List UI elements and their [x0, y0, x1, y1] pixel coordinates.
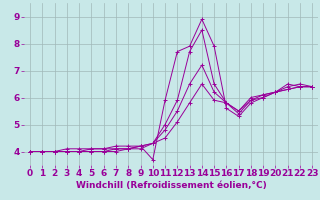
X-axis label: Windchill (Refroidissement éolien,°C): Windchill (Refroidissement éolien,°C): [76, 181, 267, 190]
